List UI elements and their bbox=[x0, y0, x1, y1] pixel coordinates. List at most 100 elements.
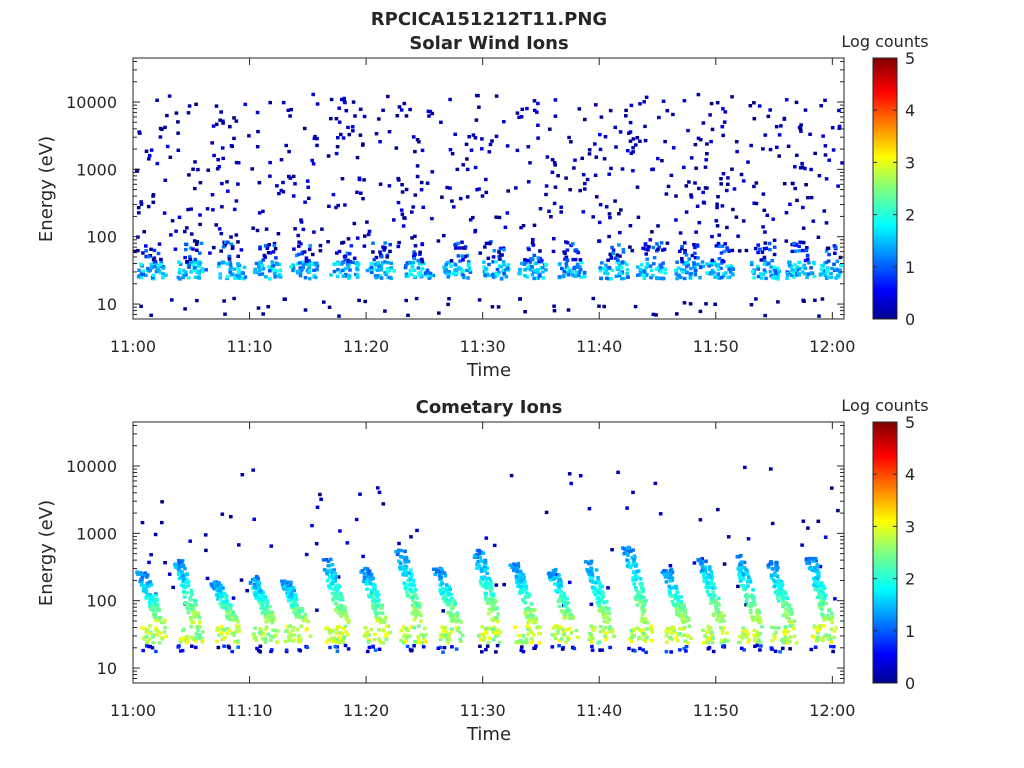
heatmap-cell bbox=[313, 275, 318, 280]
heatmap-cell bbox=[266, 305, 270, 309]
heatmap-cell bbox=[779, 579, 784, 584]
heatmap-cell bbox=[281, 180, 285, 185]
heatmap-cell bbox=[318, 249, 323, 253]
heatmap-cell bbox=[593, 586, 597, 591]
heatmap-cell bbox=[709, 570, 714, 574]
heatmap-cell bbox=[638, 267, 643, 272]
heatmap-cell bbox=[483, 565, 487, 570]
heatmap-cell bbox=[701, 641, 706, 645]
heatmap-cell bbox=[702, 579, 707, 583]
heatmap-cell bbox=[289, 603, 293, 607]
heatmap-cell bbox=[618, 261, 622, 265]
heatmap-cell bbox=[759, 644, 763, 648]
heatmap-cell bbox=[263, 609, 268, 613]
heatmap-cell bbox=[465, 157, 469, 161]
heatmap-cell bbox=[234, 630, 239, 634]
heatmap-cell bbox=[403, 549, 407, 553]
heatmap-cell bbox=[477, 548, 481, 553]
heatmap-cell bbox=[519, 115, 524, 119]
heatmap-cell bbox=[617, 263, 622, 268]
heatmap-cell bbox=[800, 543, 804, 547]
heatmap-cell bbox=[290, 628, 295, 633]
heatmap-cell bbox=[752, 595, 756, 600]
heatmap-cell bbox=[797, 249, 802, 253]
heatmap-cell bbox=[215, 584, 219, 588]
heatmap-cell bbox=[426, 109, 431, 113]
heatmap-cell bbox=[608, 252, 613, 256]
heatmap-cell bbox=[596, 603, 601, 607]
heatmap-cell bbox=[262, 597, 267, 602]
heatmap-cell bbox=[571, 615, 575, 619]
heatmap-cell bbox=[529, 602, 534, 606]
heatmap-cell bbox=[413, 193, 418, 197]
heatmap-cell bbox=[571, 273, 575, 277]
heatmap-cell bbox=[186, 638, 191, 642]
heatmap-cell bbox=[605, 276, 609, 280]
heatmap-cell bbox=[450, 152, 455, 156]
heatmap-cell bbox=[527, 247, 531, 252]
heatmap-cell bbox=[196, 167, 200, 172]
heatmap-cell bbox=[510, 565, 514, 569]
heatmap-cell bbox=[800, 165, 805, 169]
x-tick-label: 11:10 bbox=[227, 701, 273, 720]
heatmap-cell bbox=[369, 627, 374, 632]
heatmap-cell bbox=[718, 619, 722, 623]
heatmap-cell bbox=[446, 611, 450, 615]
heatmap-cell bbox=[485, 644, 490, 648]
heatmap-cell bbox=[712, 271, 716, 275]
heatmap-cell bbox=[620, 276, 624, 281]
heatmap-cell bbox=[151, 193, 156, 197]
heatmap-cell bbox=[737, 640, 741, 645]
heatmap-cell bbox=[344, 109, 349, 113]
heatmap-cell bbox=[403, 265, 408, 270]
heatmap-cell bbox=[272, 241, 277, 246]
heatmap-cell bbox=[638, 594, 642, 599]
heatmap-cell bbox=[464, 142, 469, 146]
heatmap-cell bbox=[216, 595, 221, 599]
heatmap-cell bbox=[702, 201, 707, 205]
heatmap-cell bbox=[257, 595, 261, 599]
heatmap-cell bbox=[212, 153, 216, 158]
heatmap-cell bbox=[514, 640, 518, 645]
heatmap-cell bbox=[792, 626, 796, 631]
heatmap-cell bbox=[292, 633, 297, 637]
heatmap-cell bbox=[532, 253, 537, 258]
heatmap-cell bbox=[566, 601, 571, 605]
heatmap-cell bbox=[792, 619, 797, 623]
heatmap-cell bbox=[376, 592, 381, 597]
heatmap-cell bbox=[178, 262, 183, 266]
heatmap-cell bbox=[640, 272, 644, 276]
heatmap-cell bbox=[633, 577, 638, 582]
heatmap-cell bbox=[282, 297, 287, 301]
heatmap-cell bbox=[606, 258, 610, 262]
heatmap-cell bbox=[625, 272, 629, 276]
heatmap-cell bbox=[198, 222, 202, 227]
heatmap-cell bbox=[288, 583, 293, 587]
heatmap-cell bbox=[680, 260, 684, 264]
heatmap-cell bbox=[180, 560, 184, 564]
heatmap-cell bbox=[682, 165, 686, 170]
heatmap-cell bbox=[328, 583, 333, 587]
heatmap-cell bbox=[515, 148, 520, 153]
heatmap-cell bbox=[306, 619, 310, 624]
heatmap-cell bbox=[635, 569, 640, 574]
heatmap-cell bbox=[336, 597, 340, 601]
heatmap-cell bbox=[520, 645, 524, 649]
heatmap-cell bbox=[454, 647, 459, 651]
heatmap-cell bbox=[675, 276, 679, 281]
heatmap-cell bbox=[775, 568, 779, 572]
heatmap-cell bbox=[301, 260, 305, 264]
heatmap-cell bbox=[769, 573, 774, 577]
heatmap-cell bbox=[220, 594, 224, 599]
heatmap-cell bbox=[186, 207, 190, 212]
heatmap-cell bbox=[232, 296, 236, 301]
heatmap-cell bbox=[154, 597, 159, 602]
heatmap-cell bbox=[235, 639, 240, 643]
heatmap-cell bbox=[638, 591, 642, 595]
heatmap-cell bbox=[177, 271, 182, 275]
heatmap-cell bbox=[629, 151, 634, 155]
heatmap-cell bbox=[817, 314, 821, 318]
heatmap-cell bbox=[604, 268, 609, 272]
heatmap-cell bbox=[518, 589, 523, 593]
heatmap-cell bbox=[411, 260, 416, 265]
